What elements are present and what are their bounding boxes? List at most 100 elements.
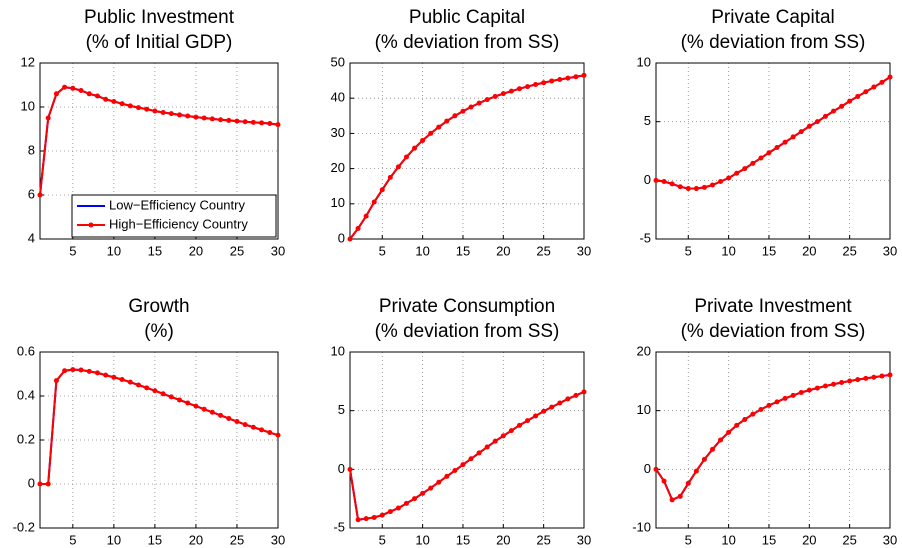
point: [45, 115, 51, 121]
point: [412, 496, 418, 502]
y-tick-label: 6: [28, 186, 35, 201]
point: [653, 466, 659, 472]
point: [814, 119, 820, 125]
point: [201, 115, 207, 121]
x-tick-label: 20: [802, 532, 816, 547]
point: [661, 478, 667, 484]
x-tick-label: 15: [456, 243, 470, 258]
point: [677, 184, 683, 190]
point: [822, 383, 828, 389]
point: [726, 429, 732, 435]
point: [758, 406, 764, 412]
point: [508, 88, 514, 94]
point: [701, 184, 707, 190]
x-tick-label: 30: [883, 532, 897, 547]
point: [355, 225, 361, 231]
point: [144, 106, 150, 112]
point: [177, 112, 183, 118]
point: [160, 110, 166, 115]
y-tick-label: 0.6: [17, 343, 35, 358]
y-tick-label: 0: [338, 230, 345, 245]
y-tick-label: -5: [333, 519, 345, 534]
point: [226, 117, 232, 123]
point: [701, 456, 707, 462]
point: [460, 462, 466, 468]
x-tick-label: 5: [379, 243, 386, 258]
point: [355, 517, 361, 523]
point: [693, 186, 699, 192]
point: [669, 497, 675, 503]
point: [267, 121, 273, 126]
panel: Private Capital (% deviation from SS) -5 0 5…: [637, 7, 898, 258]
point: [508, 428, 514, 434]
point: [387, 509, 393, 515]
point: [734, 422, 740, 428]
point: [653, 177, 659, 183]
series-line: [349, 390, 585, 521]
point: [444, 473, 450, 479]
point: [436, 124, 442, 130]
point: [871, 374, 877, 380]
point: [677, 493, 683, 499]
point: [798, 389, 804, 395]
point: [887, 74, 893, 80]
point: [379, 512, 385, 518]
point: [693, 468, 699, 474]
chart-subtitle: (% of Initial GDP): [86, 32, 233, 53]
series-line: [349, 390, 585, 521]
panel: Private Consumption (% deviation from SS)…: [331, 296, 592, 547]
x-tick-label: 25: [842, 532, 856, 547]
point: [135, 382, 141, 388]
point: [661, 179, 667, 185]
x-tick-label: 15: [762, 532, 776, 547]
axes-box: [349, 351, 585, 529]
point: [267, 430, 273, 436]
point: [500, 433, 506, 439]
point: [420, 137, 426, 143]
point: [549, 78, 555, 84]
x-tick-label: 10: [415, 532, 429, 547]
y-tick-label: -0.2: [13, 519, 35, 534]
point: [347, 466, 353, 472]
x-tick-label: 20: [496, 532, 510, 547]
point: [742, 166, 748, 172]
point: [742, 416, 748, 422]
point: [855, 377, 861, 383]
point: [242, 422, 248, 428]
point: [395, 164, 401, 170]
axes-box: [39, 62, 279, 240]
point: [347, 236, 353, 242]
point: [831, 108, 837, 114]
series-line: [655, 76, 891, 190]
point: [119, 377, 125, 382]
point: [774, 144, 780, 150]
y-tick-label: 10: [637, 402, 651, 417]
point: [53, 91, 59, 97]
point: [685, 480, 691, 486]
x-tick-label: 20: [189, 532, 203, 547]
point: [790, 134, 796, 140]
y-tick-label: 10: [331, 195, 345, 210]
point: [669, 181, 675, 187]
point: [709, 446, 715, 452]
point: [831, 381, 837, 387]
chart-title: Private Capital: [711, 7, 835, 28]
series-line: [40, 368, 279, 485]
series-line: [349, 74, 585, 240]
x-tick-label: 10: [107, 532, 121, 547]
point: [806, 123, 812, 129]
series-line: [655, 373, 891, 502]
y-tick-label: 10: [331, 343, 345, 358]
point: [806, 387, 812, 393]
point: [160, 391, 166, 397]
chart-title: Public Investment: [84, 7, 235, 28]
point: [750, 411, 756, 417]
point: [533, 413, 539, 419]
y-tick-label: 50: [331, 54, 345, 69]
series-line: [349, 74, 585, 240]
x-tick-label: 25: [536, 243, 550, 258]
axes-box: [39, 351, 279, 529]
point: [218, 412, 224, 418]
point: [814, 385, 820, 391]
